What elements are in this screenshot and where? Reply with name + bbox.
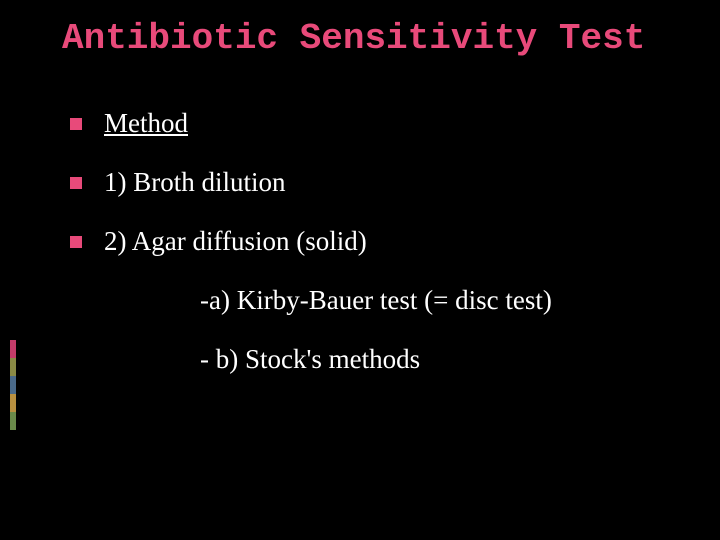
accent-color-bar	[10, 340, 16, 430]
sub-item-text: -a) Kirby-Bauer test (= disc test)	[200, 285, 552, 316]
method-heading: Method	[104, 108, 188, 139]
bullet-icon	[70, 118, 82, 130]
heading-row: Method	[70, 108, 552, 139]
item-text: 1) Broth dilution	[104, 167, 286, 198]
list-item: 1) Broth dilution	[70, 167, 552, 198]
list-item: 2) Agar diffusion (solid)	[70, 226, 552, 257]
item-text: 2) Agar diffusion (solid)	[104, 226, 367, 257]
bullet-icon	[70, 177, 82, 189]
sub-item-text: - b) Stock's methods	[200, 344, 552, 375]
slide-content: Method 1) Broth dilution 2) Agar diffusi…	[70, 108, 552, 403]
slide-title: Antibiotic Sensitivity Test	[62, 18, 645, 59]
bullet-icon	[70, 236, 82, 248]
sub-item-group: -a) Kirby-Bauer test (= disc test) - b) …	[200, 285, 552, 375]
